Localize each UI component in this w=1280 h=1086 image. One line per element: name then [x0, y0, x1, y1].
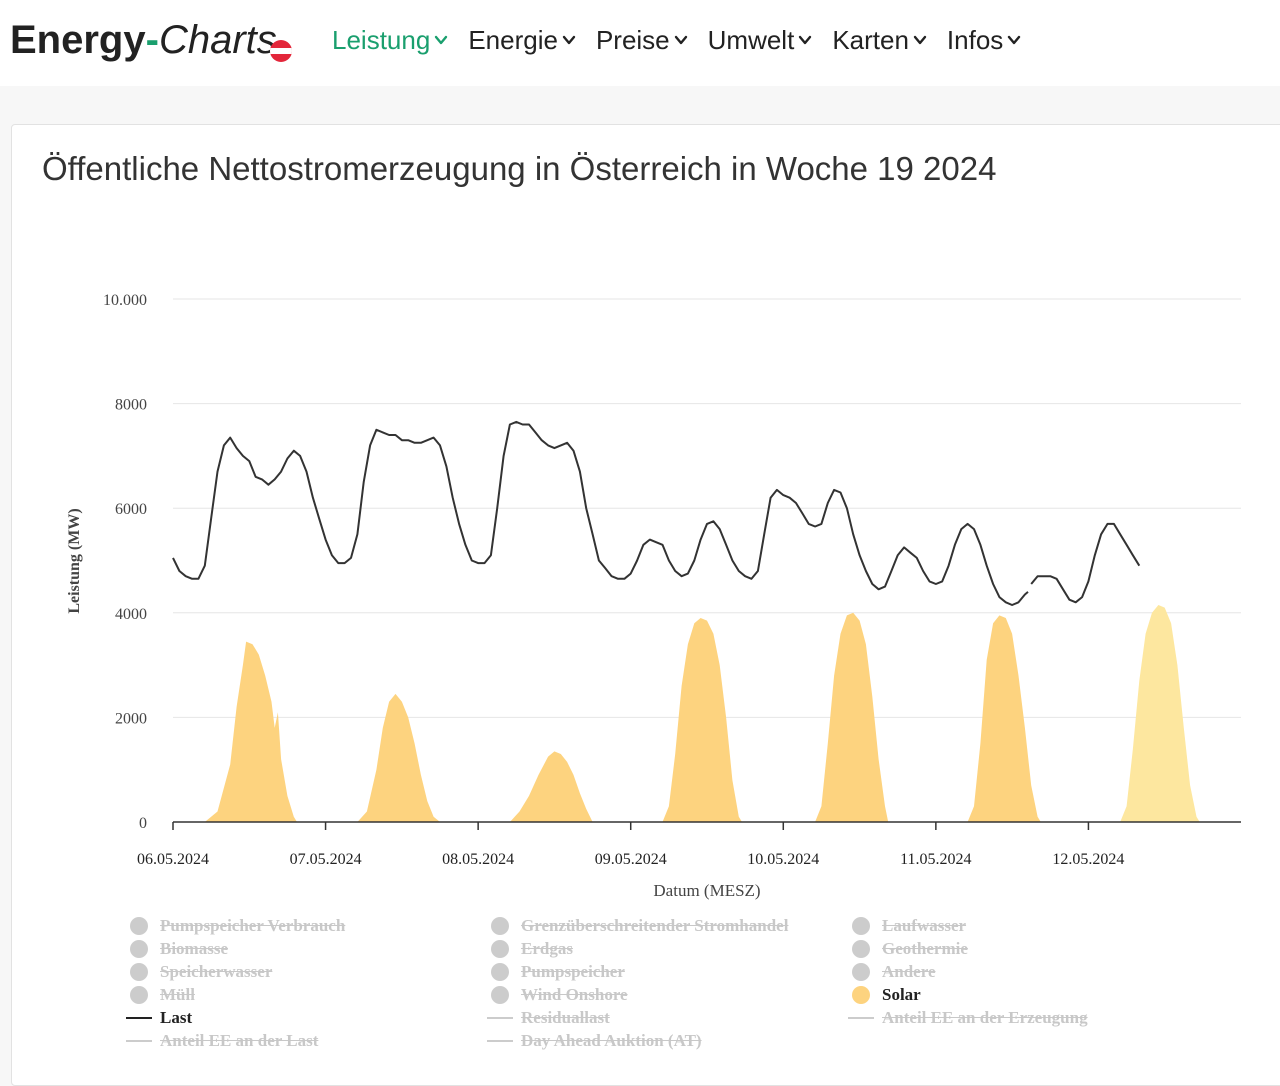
- chevron-down-icon: [799, 35, 812, 45]
- legend-label: Solar: [882, 985, 921, 1004]
- nav-item-label: Energie: [468, 24, 558, 55]
- legend-label: Müll: [160, 985, 195, 1004]
- legend-dot-icon: [487, 938, 513, 960]
- legend-dot-icon: [487, 984, 513, 1006]
- legend-dot-icon: [487, 915, 513, 937]
- x-tick-label: 12.05.2024: [1052, 851, 1124, 868]
- chevron-down-icon: [562, 35, 576, 45]
- legend-label: Anteil EE an der Erzeugung: [882, 1008, 1088, 1027]
- nav-item-umwelt[interactable]: Umwelt: [708, 20, 813, 60]
- y-tick-label: 0: [139, 815, 147, 832]
- nav-item-leistung[interactable]: Leistung: [332, 20, 448, 60]
- chevron-down-icon: [1008, 35, 1021, 45]
- legend-dot-icon: [848, 915, 874, 937]
- brand-part-energy: Energy: [10, 18, 146, 62]
- chart-card: [11, 124, 1280, 1086]
- nav-item-preise[interactable]: Preise: [596, 20, 688, 60]
- legend-dot-icon: [848, 938, 874, 960]
- legend-label: Anteil EE an der Last: [160, 1031, 319, 1050]
- legend-label: Pumpspeicher: [521, 962, 625, 981]
- top-navbar: Energy-Charts Leistung Energie Preise Umwel…: [0, 0, 1280, 86]
- legend-label: Geothermie: [882, 939, 968, 958]
- legend-label: Andere: [882, 962, 936, 981]
- legend-label: Day Ahead Auktion (AT): [521, 1031, 702, 1050]
- nav-item-infos[interactable]: Infos: [947, 20, 1021, 60]
- nav-item-karten[interactable]: Karten: [832, 20, 927, 60]
- main-nav: Leistung Energie Preise Umwelt Karten Infos: [332, 20, 1041, 60]
- series-area-solar-forecast: [1120, 605, 1200, 822]
- legend-line-icon: [487, 1030, 513, 1052]
- legend-label: Wind Onshore: [521, 985, 628, 1004]
- x-axis-title: Datum (MESZ): [653, 881, 760, 900]
- nav-item-label: Umwelt: [707, 24, 795, 55]
- y-axis-title: Leistung (MW): [66, 508, 83, 613]
- x-tick-label: 07.05.2024: [290, 851, 362, 868]
- nav-item-label: Karten: [832, 24, 909, 55]
- brand-dash: -: [145, 18, 159, 62]
- legend-label: Last: [160, 1008, 193, 1027]
- x-tick-label: 08.05.2024: [442, 851, 514, 868]
- legend-dot-icon: [848, 961, 874, 983]
- legend-dot-icon: [126, 984, 152, 1006]
- series-area-solar: [204, 612, 1041, 822]
- legend-label: Pumpspeicher Verbrauch: [160, 916, 346, 935]
- x-tick-label: 10.05.2024: [747, 851, 819, 868]
- chevron-down-icon: [913, 35, 927, 45]
- x-tick-label: 09.05.2024: [595, 851, 667, 868]
- y-tick-label: 8000: [115, 397, 147, 414]
- legend-line-icon: [848, 1007, 874, 1029]
- legend-label: Grenzüberschreitender Stromhandel: [521, 916, 789, 935]
- series-line-last: [172, 420, 1141, 606]
- y-tick-label: 4000: [115, 606, 147, 623]
- legend-dot-icon: [848, 984, 874, 1006]
- legend-label: Laufwasser: [882, 916, 967, 935]
- y-tick-label: 2000: [115, 710, 147, 727]
- legend-line-icon: [126, 1030, 152, 1052]
- nav-item-energie[interactable]: Energie: [468, 20, 576, 60]
- legend-label: Residuallast: [521, 1008, 610, 1027]
- austria-flag-icon: [270, 40, 292, 62]
- chevron-down-icon: [435, 35, 448, 45]
- legend-dot-icon: [126, 938, 152, 960]
- chevron-down-icon: [674, 35, 687, 45]
- brand-part-charts: Charts: [158, 18, 277, 62]
- y-tick-label: 6000: [115, 501, 147, 518]
- legend-dot-icon: [126, 915, 152, 937]
- legend-line-icon: [487, 1007, 513, 1029]
- legend-label: Erdgas: [521, 939, 573, 958]
- x-tick-label: 06.05.2024: [137, 851, 209, 868]
- nav-item-label: Leistung: [332, 24, 431, 55]
- nav-item-label: Preise: [595, 24, 670, 55]
- brand-logo[interactable]: Energy-Charts: [10, 14, 277, 66]
- chart-title: Öffentliche Nettostromerzeugung in Öster…: [42, 150, 997, 187]
- legend-label: Speicherwasser: [160, 962, 273, 981]
- legend-label: Biomasse: [160, 939, 228, 958]
- legend-dot-icon: [487, 961, 513, 983]
- legend-line-icon: [126, 1007, 152, 1029]
- x-tick-label: 11.05.2024: [900, 851, 971, 868]
- y-tick-label: 10.000: [103, 292, 147, 309]
- nav-item-label: Infos: [946, 24, 1004, 55]
- legend-dot-icon: [126, 961, 152, 983]
